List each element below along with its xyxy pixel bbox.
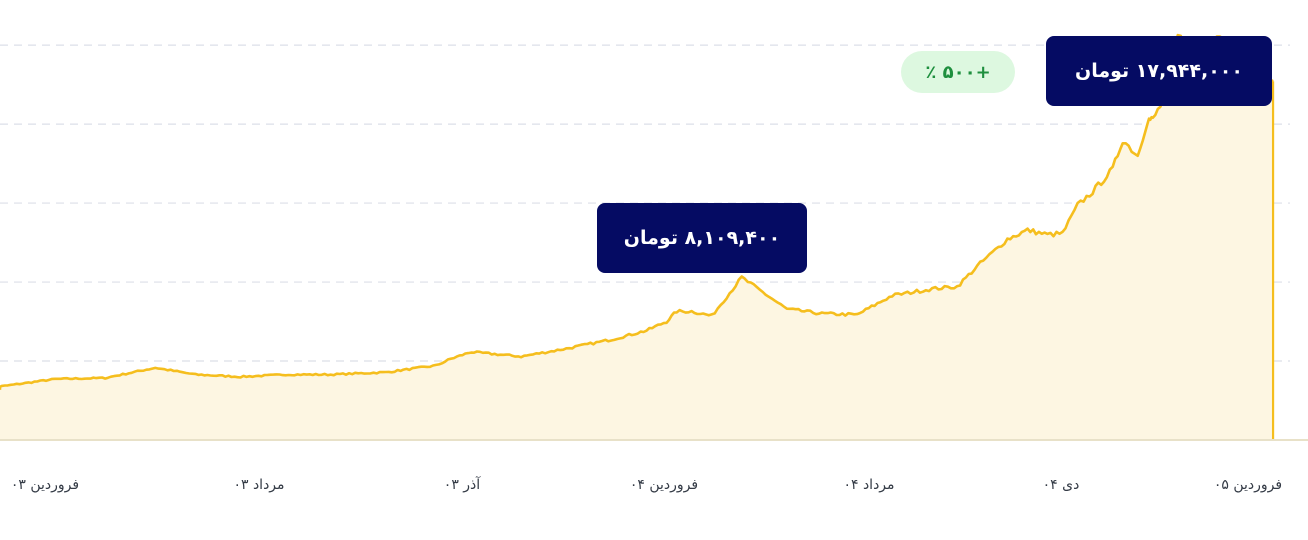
x-tick-label: آذر ۰۳ — [444, 476, 481, 493]
x-tick-label: مرداد ۰۳ — [233, 477, 284, 493]
x-tick-label: فروردین ۰۳ — [11, 477, 79, 493]
change-percent-label: +۵۰۰ ٪ — [925, 61, 991, 83]
mid-price-label: ۸,۱۰۹,۴۰۰ تومان — [623, 227, 781, 249]
x-axis-ticks: فروردین ۰۳ مرداد ۰۳ آذر ۰۳ فروردین ۰۴ مرداد … — [11, 476, 1282, 493]
max-price-label: ۱۷,۹۴۴,۰۰۰ تومان — [1075, 60, 1243, 82]
max-price-badge: ۱۷,۹۴۴,۰۰۰ تومان — [1046, 36, 1272, 106]
x-tick-label: فروردین ۰۴ — [630, 477, 698, 493]
x-tick-label: دی ۰۴ — [1043, 477, 1080, 493]
change-percent-badge: +۵۰۰ ٪ — [901, 51, 1015, 93]
x-tick-label: فروردین ۰۵ — [1214, 477, 1282, 493]
price-area — [0, 35, 1274, 440]
x-tick-label: مرداد ۰۴ — [843, 477, 894, 493]
mid-price-badge: ۸,۱۰۹,۴۰۰ تومان — [597, 203, 807, 273]
price-line — [0, 33, 1274, 390]
